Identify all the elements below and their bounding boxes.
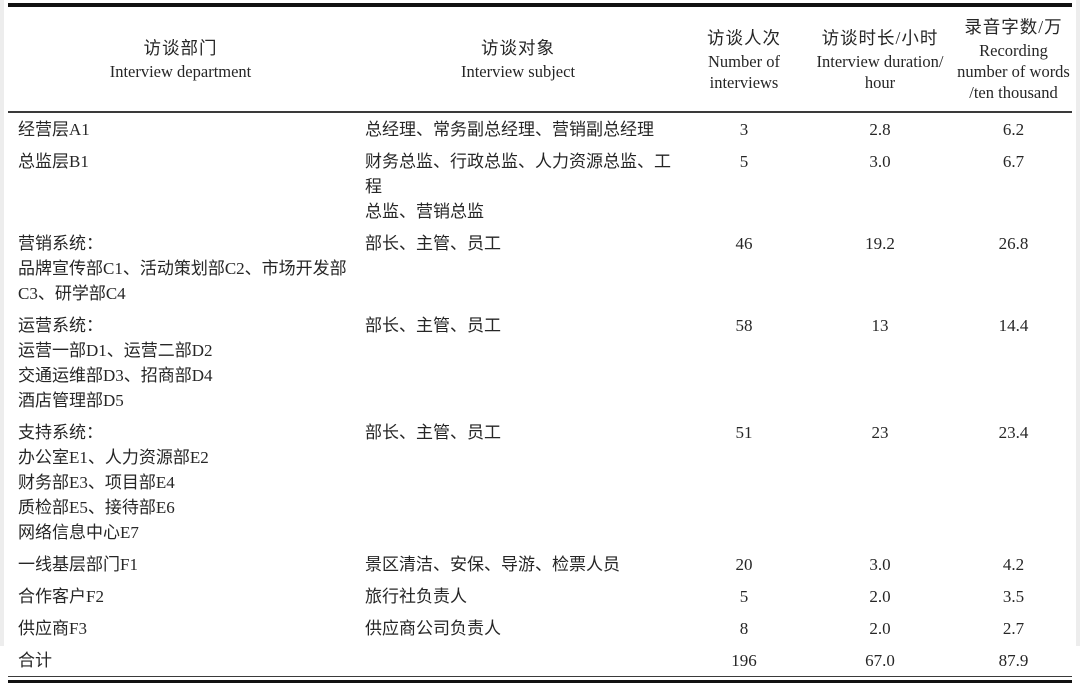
cell-department: 合计 <box>18 651 52 670</box>
col-header-zh: 录音字数/万 <box>964 17 1063 37</box>
col-header-en: Interview subject <box>460 62 576 81</box>
cell-interviews: 5 <box>739 152 749 171</box>
table-row-operations-system: 运营系统： 运营一部D1、运营二部D2 交通运维部D3、招商部D4 酒店管理部D… <box>8 309 1072 416</box>
table-row-partner-clients: 合作客户F2 旅行社负责人 5 2.0 3.5 <box>8 580 1072 612</box>
cell-subject: 旅行社负责人 <box>365 587 467 606</box>
table-row-marketing-system: 营销系统： 品牌宣传部C1、活动策划部C2、市场开发部 C3、研学部C4 部长、… <box>8 227 1072 309</box>
col-header-interview-subject: 访谈对象 Interview subject <box>353 5 683 113</box>
cell-words: 87.9 <box>998 651 1029 670</box>
col-header-zh: 访谈对象 <box>481 38 555 58</box>
cell-subject: 供应商公司负责人 <box>365 619 501 638</box>
cell-department: 营销系统： 品牌宣传部C1、活动策划部C2、市场开发部 C3、研学部C4 <box>18 234 347 303</box>
cell-interviews: 46 <box>735 234 753 253</box>
cell-words: 23.4 <box>998 423 1029 442</box>
col-header-zh: 访谈部门 <box>143 38 218 58</box>
cell-subject: 部长、主管、员工 <box>365 316 501 335</box>
cell-subject: 景区清洁、安保、导游、检票人员 <box>365 555 620 574</box>
cell-duration: 2.0 <box>869 619 891 638</box>
cell-words: 2.7 <box>1002 619 1025 638</box>
cell-interviews: 58 <box>735 316 753 335</box>
cell-department: 支持系统： 办公室E1、人力资源部E2 财务部E3、项目部E4 质检部E5、接待… <box>18 423 209 542</box>
col-header-zh: 访谈时长/小时 <box>821 27 939 48</box>
cell-interviews: 5 <box>739 587 749 606</box>
cell-words: 6.7 <box>1002 152 1025 171</box>
table-header: 访谈部门 Interview department 访谈对象 Interview… <box>8 5 1072 113</box>
cell-subject: 部长、主管、员工 <box>365 423 501 442</box>
cell-interviews: 51 <box>735 423 753 442</box>
cell-department: 经营层A1 <box>18 120 90 139</box>
interview-statistics-table: 访谈部门 Interview department 访谈对象 Interview… <box>8 3 1072 676</box>
col-header-en: Number of interviews <box>708 51 780 92</box>
cell-subject: 总经理、常务副总经理、营销副总经理 <box>365 120 654 139</box>
cell-subject <box>353 644 683 676</box>
table-row-suppliers: 供应商F3 供应商公司负责人 8 2.0 2.7 <box>8 612 1072 644</box>
cell-interviews: 196 <box>731 651 757 670</box>
col-header-en: Interview department <box>109 62 252 81</box>
col-header-zh: 访谈人次 <box>707 27 781 48</box>
cell-words: 3.5 <box>1002 587 1025 606</box>
table-row-frontline: 一线基层部门F1 景区清洁、安保、导游、检票人员 20 3.0 4.2 <box>8 548 1072 580</box>
cell-interviews: 8 <box>739 619 749 638</box>
cell-words: 6.2 <box>1002 120 1025 139</box>
cell-department: 一线基层部门F1 <box>18 555 138 574</box>
col-header-interview-department: 访谈部门 Interview department <box>8 5 353 113</box>
col-header-number-of-interviews: 访谈人次 Number of interviews <box>683 5 805 113</box>
table-row-directors: 总监层B1 财务总监、行政总监、人力资源总监、工程 总监、营销总监 5 3.0 … <box>8 145 1072 227</box>
col-header-interview-duration: 访谈时长/小时 Interview duration/ hour <box>805 5 955 113</box>
table-row-total: 合计 196 67.0 87.9 <box>8 644 1072 676</box>
table-body: 经营层A1 总经理、常务副总经理、营销副总经理 3 2.8 6.2 总监层B1 … <box>8 112 1072 676</box>
cell-words: 26.8 <box>998 234 1029 253</box>
cell-duration: 19.2 <box>865 234 895 253</box>
cell-words: 4.2 <box>1002 555 1025 574</box>
cell-duration: 67.0 <box>865 651 895 670</box>
cell-interviews: 20 <box>735 555 753 574</box>
cell-interviews: 3 <box>739 120 749 139</box>
cell-duration: 2.0 <box>869 587 891 606</box>
table-row-support-system: 支持系统： 办公室E1、人力资源部E2 财务部E3、项目部E4 质检部E5、接待… <box>8 416 1072 548</box>
cell-duration: 13 <box>871 316 889 335</box>
cell-duration: 3.0 <box>869 555 891 574</box>
cell-words: 14.4 <box>998 316 1029 335</box>
cell-department: 合作客户F2 <box>18 587 104 606</box>
cell-department: 总监层B1 <box>18 152 89 171</box>
col-header-recording-words: 录音字数/万 Recording number of words /ten th… <box>955 5 1072 113</box>
table-row-management: 经营层A1 总经理、常务副总经理、营销副总经理 3 2.8 6.2 <box>8 112 1072 145</box>
cell-subject: 部长、主管、员工 <box>365 234 501 253</box>
cell-department: 运营系统： 运营一部D1、运营二部D2 交通运维部D3、招商部D4 酒店管理部D… <box>18 316 213 410</box>
cell-duration: 2.8 <box>869 120 891 139</box>
cell-subject: 财务总监、行政总监、人力资源总监、工程 总监、营销总监 <box>365 152 671 221</box>
header-row: 访谈部门 Interview department 访谈对象 Interview… <box>8 5 1072 113</box>
col-header-en: Recording number of words /ten thousand <box>957 41 1070 102</box>
table-bottom-rule <box>8 676 1072 683</box>
cell-duration: 23 <box>871 423 889 442</box>
cell-department: 供应商F3 <box>18 619 87 638</box>
col-header-en: Interview duration/ hour <box>816 51 944 92</box>
cell-duration: 3.0 <box>869 152 891 171</box>
